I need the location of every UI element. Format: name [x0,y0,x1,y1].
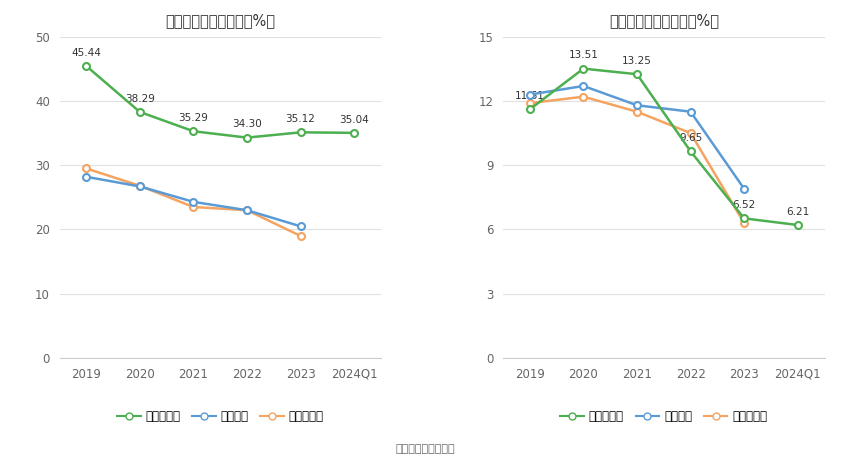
Title: 历年净利率变化情况（%）: 历年净利率变化情况（%） [609,14,719,28]
Text: 35.04: 35.04 [339,114,369,124]
Text: 13.51: 13.51 [569,50,598,60]
Text: 数据来源：恒生聚源: 数据来源：恒生聚源 [395,444,455,454]
Text: 38.29: 38.29 [125,94,155,104]
Legend: 公司毛利率, 行业均值, 行业中位数: 公司毛利率, 行业均值, 行业中位数 [112,406,328,428]
Text: 11.61: 11.61 [515,91,545,101]
Text: 35.12: 35.12 [286,114,315,124]
Legend: 公司净利率, 行业均值, 行业中位数: 公司净利率, 行业均值, 行业中位数 [556,406,772,428]
Text: 6.52: 6.52 [733,200,756,210]
Text: 6.21: 6.21 [786,207,809,217]
Text: 35.29: 35.29 [178,113,208,123]
Text: 34.30: 34.30 [232,119,262,129]
Title: 历年毛利率变化情况（%）: 历年毛利率变化情况（%） [165,14,275,28]
Text: 45.44: 45.44 [71,48,101,58]
Text: 13.25: 13.25 [622,56,652,66]
Text: 9.65: 9.65 [679,133,702,143]
